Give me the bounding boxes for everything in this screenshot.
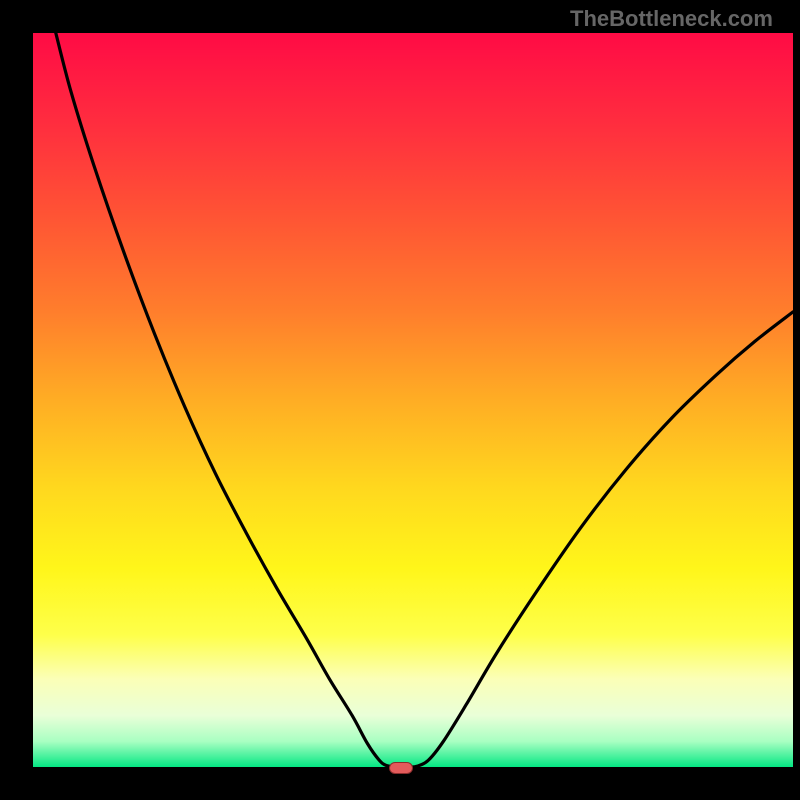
plot-area — [33, 33, 793, 767]
attribution-watermark: TheBottleneck.com — [570, 6, 773, 32]
chart-container: TheBottleneck.com — [0, 0, 800, 800]
bottleneck-curve — [33, 33, 793, 767]
optimum-marker — [389, 762, 414, 774]
